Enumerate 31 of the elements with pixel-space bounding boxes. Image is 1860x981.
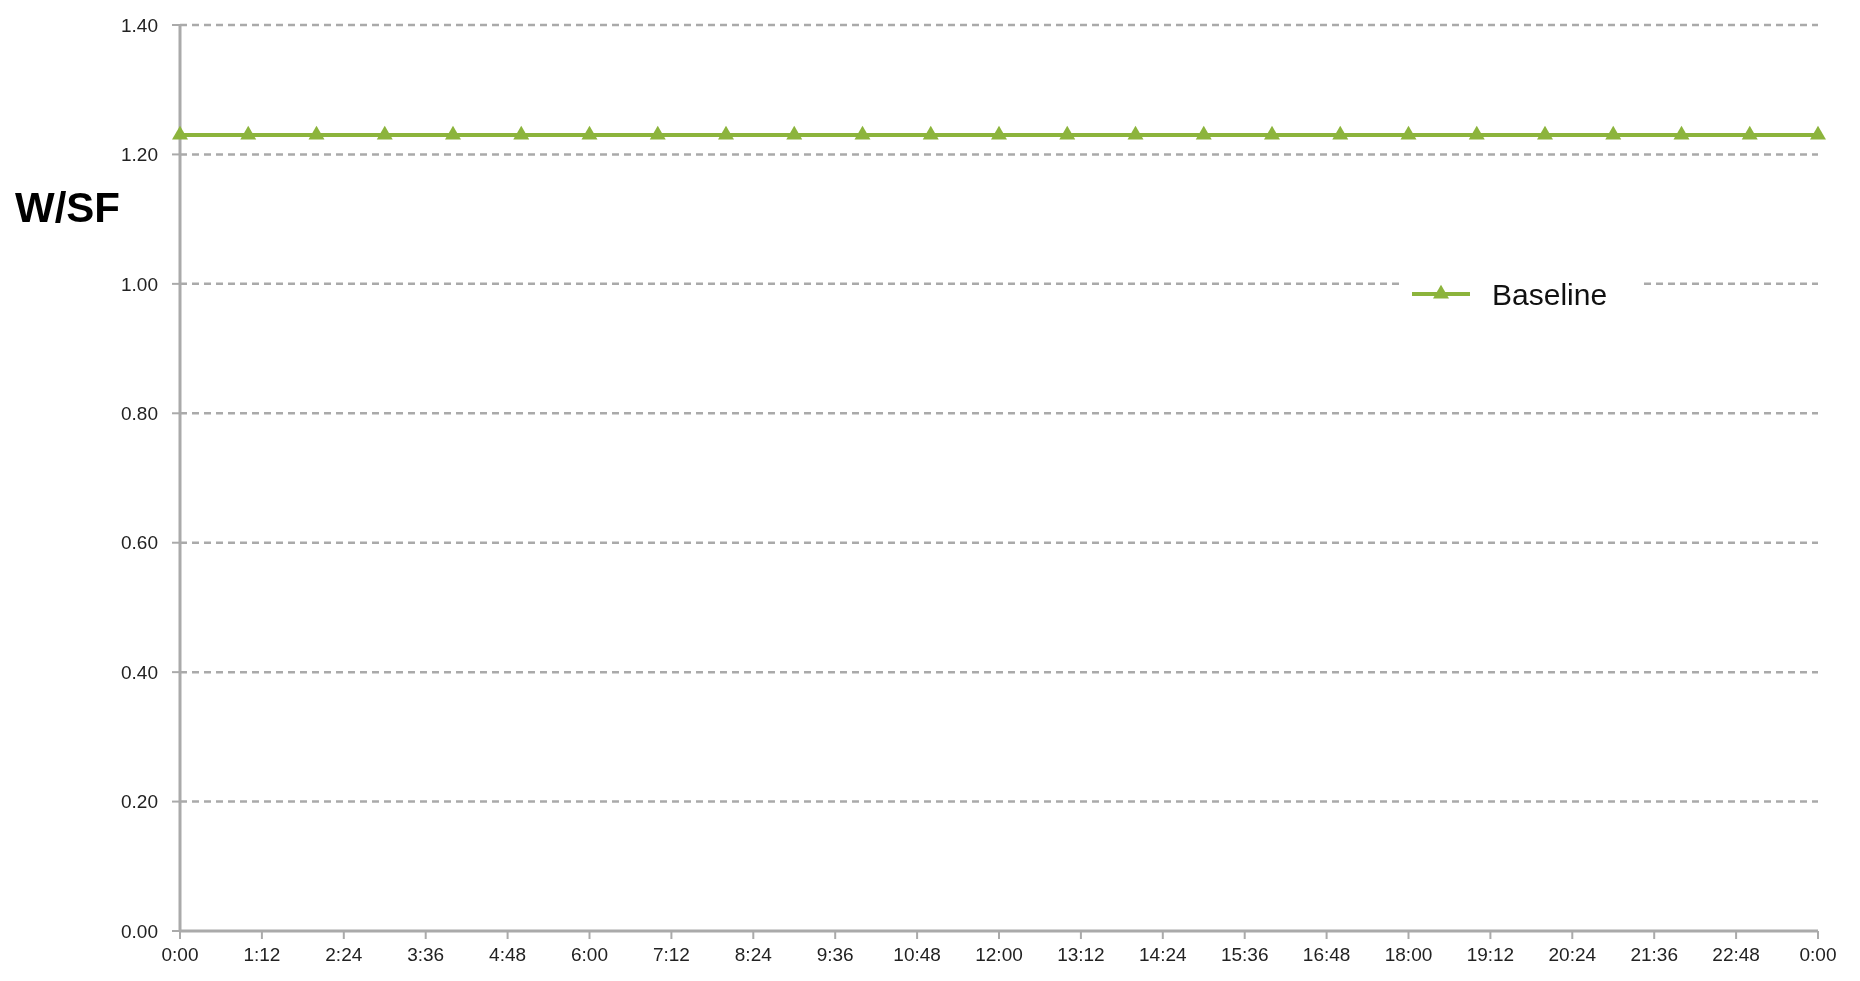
x-tick-label: 0:00 xyxy=(161,944,199,965)
x-tick-label: 22:48 xyxy=(1712,944,1760,965)
y-tick-label: 0.40 xyxy=(121,661,158,683)
x-tick-label: 6:00 xyxy=(571,944,608,965)
x-tick-label: 9:36 xyxy=(816,944,854,965)
x-tick-label: 0:00 xyxy=(1799,944,1837,965)
x-tick-label: 1:12 xyxy=(243,944,281,965)
y-tick-label: 0.60 xyxy=(121,532,158,554)
x-tick-label: 7:12 xyxy=(652,944,690,965)
y-tick-label: 1.20 xyxy=(121,144,158,166)
x-tick-label: 14:24 xyxy=(1139,944,1188,965)
y-tick-label: 0.20 xyxy=(121,791,158,813)
x-tick-label: 8:24 xyxy=(734,944,773,965)
x-tick-label: 12:00 xyxy=(975,944,1023,965)
x-tick-label: 13:12 xyxy=(1057,944,1105,965)
x-tick-label: 4:48 xyxy=(489,944,527,965)
x-tick-label: 16:48 xyxy=(1302,944,1351,965)
y-tick-label: 1.00 xyxy=(121,273,158,295)
y-tick-label: 0.00 xyxy=(121,920,158,942)
x-tick-label: 19:12 xyxy=(1466,944,1515,965)
y-tick-label: 1.40 xyxy=(121,14,158,36)
x-tick-label: 2:24 xyxy=(325,944,363,965)
y-tick-label: 0.80 xyxy=(121,402,158,424)
x-tick-label: 3:36 xyxy=(407,944,445,965)
x-tick-label: 15:36 xyxy=(1220,944,1269,965)
x-tick-label: 10:48 xyxy=(893,944,941,965)
x-tick-label: 21:36 xyxy=(1630,944,1678,965)
x-tick-label: 18:00 xyxy=(1384,944,1433,965)
x-tick-label: 20:24 xyxy=(1548,944,1597,965)
legend-label: Baseline xyxy=(1492,277,1608,311)
y-axis-title: W/SF xyxy=(15,184,120,231)
